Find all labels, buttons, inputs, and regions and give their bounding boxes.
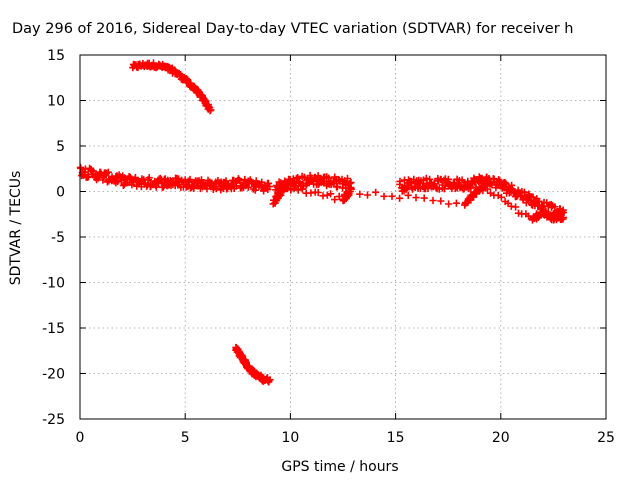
data-point [437, 197, 445, 205]
data-point [294, 186, 302, 194]
x-tick-label: 15 [387, 430, 405, 446]
data-point [266, 376, 274, 384]
data-point [356, 190, 364, 198]
data-point [512, 203, 520, 211]
y-tick-label: 0 [56, 185, 65, 201]
data-point [429, 196, 437, 205]
data-point [290, 185, 298, 193]
data-point [445, 200, 453, 208]
data-point [207, 106, 215, 114]
x-tick-label: 25 [597, 430, 615, 446]
data-point [236, 177, 244, 185]
data-point [404, 191, 412, 199]
data-point [104, 168, 112, 176]
data-point [264, 179, 272, 187]
data-point [551, 203, 559, 211]
y-tick-label: 15 [47, 48, 65, 64]
data-point [327, 190, 335, 198]
data-point [432, 184, 440, 192]
data-point [525, 212, 533, 220]
data-point [535, 197, 543, 205]
data-point [347, 184, 355, 192]
data-point [212, 185, 220, 193]
data-point [314, 188, 322, 197]
data-point [331, 196, 339, 204]
data-point [266, 183, 274, 191]
data-point [323, 191, 331, 199]
data-point [501, 179, 509, 187]
data-point [251, 186, 259, 194]
data-point [151, 177, 159, 186]
chart-title: Day 296 of 2016, Sidereal Day-to-day VTE… [12, 21, 573, 37]
plot-background [80, 55, 606, 419]
data-point [343, 174, 352, 183]
data-point [235, 175, 243, 183]
data-point [420, 194, 428, 202]
x-tick-label: 20 [492, 430, 510, 446]
data-point [152, 183, 160, 191]
x-tick-label: 10 [281, 430, 299, 446]
data-point [452, 199, 460, 207]
data-point [388, 192, 396, 200]
data-point [363, 191, 372, 199]
data-point [208, 179, 216, 187]
data-point [346, 179, 354, 188]
data-point [396, 177, 404, 185]
y-axis-label: SDTVAR / TECUs [8, 171, 24, 286]
data-point [258, 178, 266, 186]
data-point [372, 188, 380, 196]
y-tick-label: -10 [42, 276, 65, 292]
x-tick-label: 0 [76, 430, 85, 446]
x-axis-label: GPS time / hours [281, 459, 398, 475]
data-point [333, 182, 342, 191]
series [232, 343, 274, 386]
series [76, 163, 274, 195]
y-tick-label: -15 [42, 321, 65, 337]
data-point [424, 184, 432, 192]
series [269, 181, 566, 224]
data-point [145, 174, 153, 182]
y-tick-label: -25 [42, 412, 65, 428]
data-point [298, 185, 306, 193]
data-point [294, 173, 302, 182]
data-point [84, 173, 93, 181]
data-point [186, 175, 194, 184]
axis-ticks: 0 5 10 15 20 25 -25 -20 -15 -10 -5 0 5 10 15 [42, 48, 615, 446]
data-point [412, 194, 420, 202]
y-tick-label: 5 [56, 139, 65, 155]
data-point [497, 193, 505, 201]
data-point [396, 194, 404, 202]
data-point [557, 211, 565, 219]
data-point [283, 181, 291, 189]
x-tick-label: 5 [181, 430, 190, 446]
y-tick-label: -20 [42, 367, 65, 383]
data-point [483, 185, 492, 193]
data-point [380, 192, 388, 200]
y-tick-label: 10 [47, 94, 65, 110]
data-point [335, 192, 343, 200]
series [396, 173, 567, 224]
y-tick-label: -5 [51, 230, 65, 246]
series [129, 59, 215, 115]
data-points [76, 59, 567, 386]
